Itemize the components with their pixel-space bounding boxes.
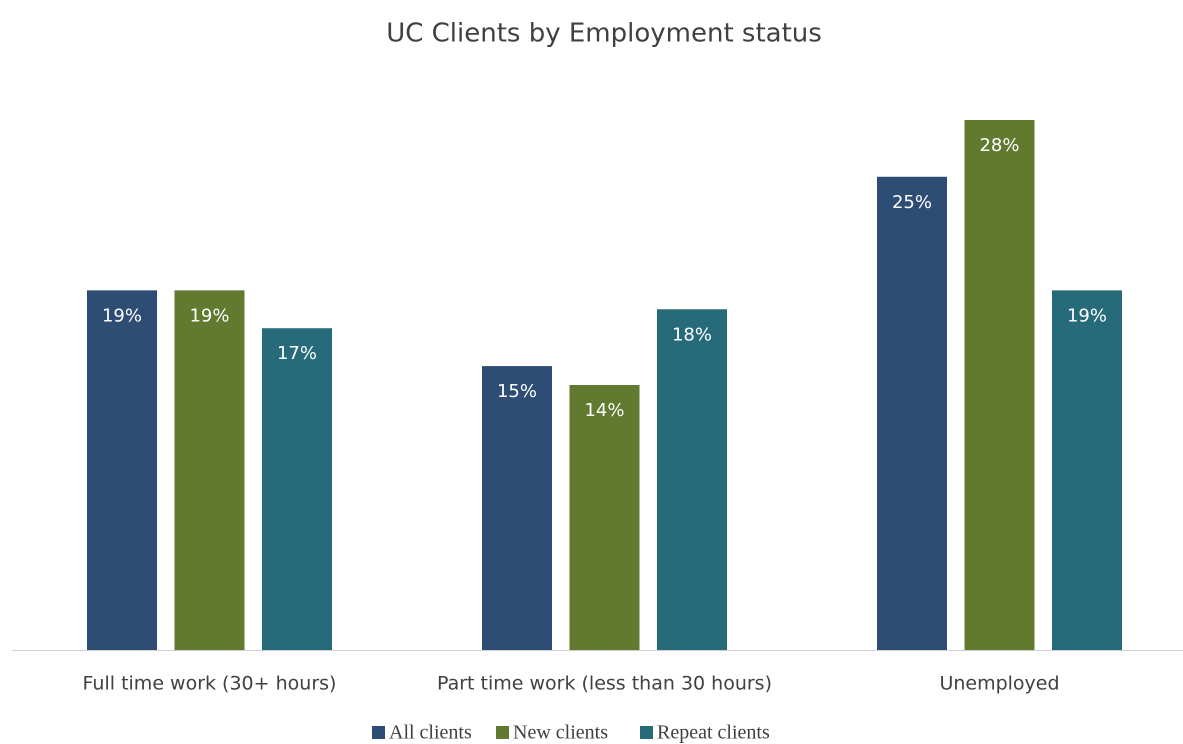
data-label: 14% bbox=[584, 400, 624, 421]
legend-label: All clients bbox=[389, 722, 472, 744]
bar bbox=[877, 176, 947, 651]
data-label: 18% bbox=[672, 324, 712, 345]
bar bbox=[482, 366, 552, 650]
x-tick-label: Part time work (less than 30 hours) bbox=[437, 673, 772, 695]
legend-swatch bbox=[372, 726, 385, 739]
legend-label: Repeat clients bbox=[657, 722, 770, 744]
data-label: 19% bbox=[102, 305, 142, 326]
x-tick-label: Full time work (30+ hours) bbox=[83, 673, 337, 695]
data-label: 28% bbox=[979, 135, 1019, 156]
bar bbox=[569, 385, 640, 650]
bar bbox=[87, 290, 157, 650]
legend-label: New clients bbox=[513, 722, 608, 744]
bar bbox=[174, 290, 245, 650]
data-label: 17% bbox=[277, 343, 317, 364]
data-label: 19% bbox=[189, 305, 229, 326]
data-label: 19% bbox=[1067, 305, 1107, 326]
legend-swatch bbox=[640, 726, 653, 739]
bar bbox=[657, 309, 727, 650]
legend-swatch bbox=[496, 726, 509, 739]
x-tick-label: Unemployed bbox=[939, 673, 1059, 695]
chart-title: UC Clients by Employment status bbox=[386, 19, 822, 49]
bar bbox=[1052, 290, 1122, 650]
data-label: 15% bbox=[497, 381, 537, 402]
data-label: 25% bbox=[892, 192, 932, 213]
bar bbox=[964, 120, 1035, 650]
bar bbox=[262, 328, 332, 650]
